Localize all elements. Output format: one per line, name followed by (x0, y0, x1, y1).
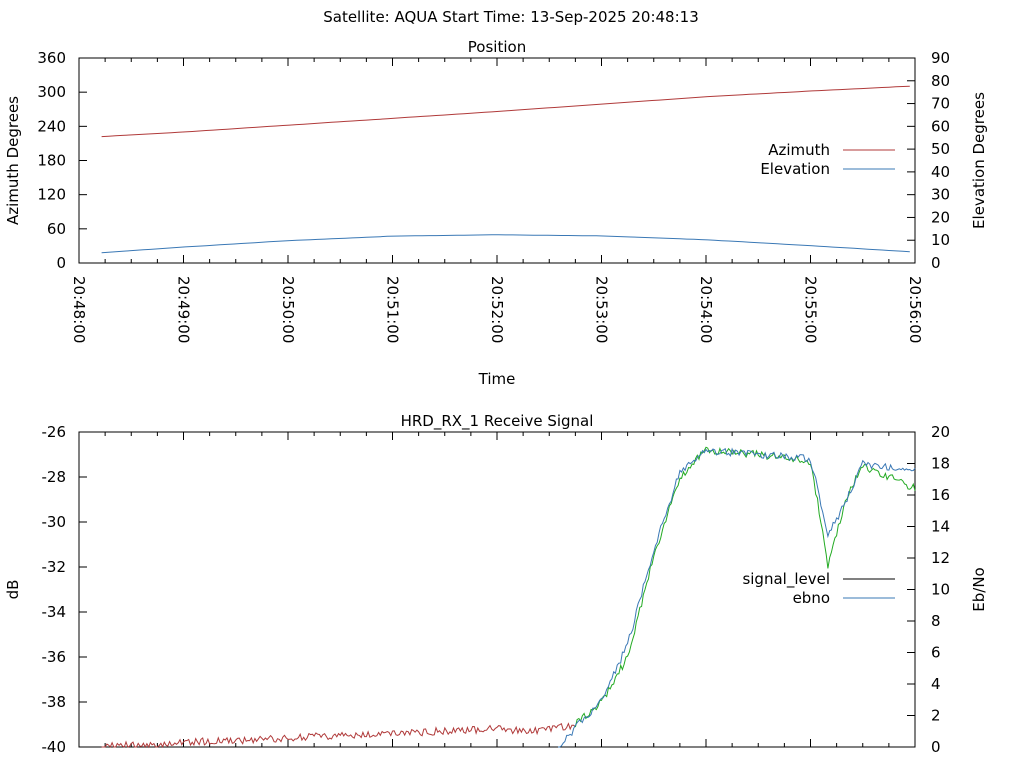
receive-signal-y-axis-label: dB (4, 580, 22, 600)
legend-label-azimuth: Azimuth (768, 141, 830, 159)
figure-title: Satellite: AQUA Start Time: 13-Sep-2025 … (323, 8, 699, 26)
receive-signal-y2-tick-label: 12 (931, 549, 950, 567)
position-x-tick-label: 20:56:00 (906, 276, 924, 343)
receive-signal-y-tick-label: -30 (42, 513, 67, 531)
position-y2-tick-label: 40 (931, 163, 950, 181)
position-y2-tick-label: 60 (931, 117, 950, 135)
receive-signal-y-tick-label: -38 (42, 693, 67, 711)
receive-signal-chart-title: HRD_RX_1 Receive Signal (401, 412, 594, 431)
legend-label-ebno: ebno (793, 589, 830, 607)
series-line-azimuth (101, 85, 910, 138)
position-x-tick-label: 20:48:00 (70, 276, 88, 343)
position-x-tick-label: 20:53:00 (593, 276, 611, 343)
legend-label-signal-level: signal_level (742, 570, 830, 589)
position-y2-axis-label: Elevation Degrees (970, 92, 988, 229)
position-chart: Position 0 60 120 180 240 300 360 0 10 20 30 40 50 60 7… (4, 38, 988, 388)
position-chart-title: Position (468, 38, 526, 56)
receive-signal-y2-tick-label: 16 (931, 486, 950, 504)
position-x-tick-label: 20:51:00 (384, 276, 402, 343)
position-y2-tick-label: 80 (931, 72, 950, 90)
position-y2-tick-label: 50 (931, 140, 950, 158)
receive-signal-y2-axis-label: Eb/No (970, 567, 988, 611)
position-x-tick-label: 20:49:00 (175, 276, 193, 343)
position-y-axis-label: Azimuth Degrees (4, 96, 22, 225)
receive-signal-y-tick-label: -26 (42, 423, 67, 441)
series-line-signal-level-low (101, 722, 576, 749)
receive-signal-y2-tick-label: 6 (931, 644, 941, 662)
position-y2-tick-label: 0 (931, 254, 941, 272)
series-line-ebno (558, 447, 916, 748)
receive-signal-chart: HRD_RX_1 Receive Signal -40 -38 -36 -34 -32 -3… (4, 412, 988, 756)
receive-signal-y-tick-label: -36 (42, 648, 67, 666)
position-y-tick-label: 60 (47, 220, 66, 238)
position-x-tick-label: 20:54:00 (697, 276, 715, 343)
position-y-tick-label: 360 (37, 49, 66, 67)
series-line-elevation (101, 234, 910, 254)
receive-signal-y-tick-label: -34 (42, 603, 67, 621)
receive-signal-y2-tick-label: 8 (931, 612, 941, 630)
position-y-tick-label: 120 (37, 186, 66, 204)
position-y2-tick-label: 30 (931, 186, 950, 204)
receive-signal-y-tick-label: -32 (42, 558, 67, 576)
receive-signal-y-tick-label: -28 (42, 468, 67, 486)
series-line-signal-level-high (574, 446, 916, 728)
receive-signal-plot-frame (78, 431, 916, 748)
position-x-tick-label: 20:50:00 (279, 276, 297, 343)
receive-signal-y2-tick-label: 0 (931, 738, 941, 756)
receive-signal-y2-tick-label: 14 (931, 518, 950, 536)
receive-signal-y2-tick-label: 4 (931, 675, 941, 693)
position-y2-tick-label: 70 (931, 95, 950, 113)
position-y-tick-label: 240 (37, 117, 66, 135)
receive-signal-y2-tick-label: 2 (931, 707, 941, 725)
receive-signal-y2-tick-label: 20 (931, 423, 950, 441)
position-x-tick-label: 20:55:00 (802, 276, 820, 343)
receive-signal-y-tick-label: -40 (42, 738, 67, 756)
position-y2-tick-label: 10 (931, 231, 950, 249)
position-x-tick-label: 20:52:00 (488, 276, 506, 343)
position-y2-tick-label: 90 (931, 49, 950, 67)
position-y-tick-label: 0 (56, 254, 66, 272)
position-x-axis-label: Time (478, 370, 516, 388)
receive-signal-y2-tick-label: 18 (931, 455, 950, 473)
position-y2-tick-label: 20 (931, 208, 950, 226)
position-y-tick-label: 180 (37, 152, 66, 170)
receive-signal-y2-tick-label: 10 (931, 581, 950, 599)
position-y-tick-label: 300 (37, 83, 66, 101)
legend-label-elevation: Elevation (760, 160, 830, 178)
